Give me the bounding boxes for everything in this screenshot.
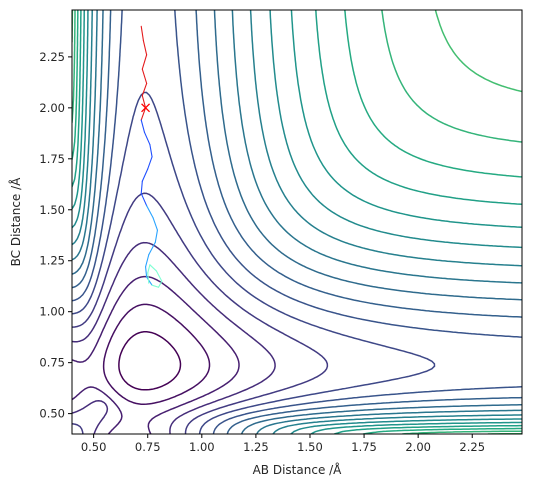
x-tick-label: 1.75 xyxy=(351,440,377,454)
trajectory-segment xyxy=(146,205,154,219)
trajectory-start-marker xyxy=(141,103,151,113)
y-tick-label: 0.75 xyxy=(39,356,65,370)
trajectory-segment xyxy=(141,54,148,70)
trajectory-segment xyxy=(141,68,148,84)
trajectory-segment xyxy=(149,143,153,158)
contour-level xyxy=(72,91,436,434)
trajectory-segment xyxy=(151,284,160,288)
y-axis-label: BC Distance /Å xyxy=(8,177,23,267)
contour-level xyxy=(72,10,522,434)
contour-level xyxy=(72,10,522,434)
x-tick-label: 0.50 xyxy=(81,440,107,454)
trajectory-segment xyxy=(157,280,163,288)
x-tick-label: 0.75 xyxy=(135,440,161,454)
x-tick-label: 2.25 xyxy=(459,440,485,454)
trajectory-segment xyxy=(154,229,159,243)
contour-level xyxy=(102,303,211,405)
contour-level xyxy=(72,10,522,434)
x-tick-label: 1.25 xyxy=(243,440,269,454)
trajectory-segment xyxy=(140,192,148,207)
y-tick-label: 1.25 xyxy=(39,254,65,268)
trajectory-segment xyxy=(145,254,150,268)
y-axis-ticks: 0.50 0.75 1.00 1.25 1.50 1.75 2.00 2.25 xyxy=(39,50,72,421)
trajectory-segment xyxy=(147,264,151,274)
contour-level xyxy=(72,241,276,434)
trajectory-segment xyxy=(146,276,153,286)
y-tick-label: 1.75 xyxy=(39,152,65,166)
trajectory-segment xyxy=(155,270,163,282)
trajectory-segment xyxy=(140,25,144,42)
trajectory-segment xyxy=(140,180,143,195)
trajectory-segment xyxy=(141,82,148,97)
trajectory xyxy=(140,25,163,288)
contour-level xyxy=(72,192,329,434)
contour-level xyxy=(118,331,182,391)
trajectory-segment xyxy=(148,241,156,256)
contour-level xyxy=(72,10,522,434)
contour-lines xyxy=(72,10,522,434)
x-axis-ticks: 0.50 0.75 1.00 1.25 1.50 1.75 2.00 2.25 xyxy=(81,434,485,454)
x-axis-label: AB Distance /Å xyxy=(253,462,343,477)
trajectory-segment xyxy=(140,107,147,121)
contour-level xyxy=(72,10,522,434)
y-tick-label: 0.50 xyxy=(39,407,65,421)
trajectory-segment xyxy=(145,266,148,278)
trajectory-segment xyxy=(141,168,149,182)
trajectory-segment xyxy=(141,95,147,109)
trajectory-segment xyxy=(142,40,148,56)
trajectory-segment xyxy=(147,272,150,284)
x-tick-label: 1.00 xyxy=(189,440,215,454)
trajectory-segment xyxy=(140,119,146,133)
trajectory-segment xyxy=(152,217,159,231)
x-tick-label: 1.50 xyxy=(297,440,323,454)
plot-frame xyxy=(71,9,523,435)
y-tick-label: 1.00 xyxy=(39,305,65,319)
x-tick-label: 2.00 xyxy=(405,440,431,454)
trajectory-segment xyxy=(149,264,157,272)
y-tick-label: 2.00 xyxy=(39,101,65,115)
contour-level xyxy=(72,10,522,434)
y-tick-label: 1.50 xyxy=(39,203,65,217)
y-tick-label: 2.25 xyxy=(39,50,65,64)
trajectory-segment xyxy=(143,131,151,146)
trajectory-segment xyxy=(147,156,153,170)
